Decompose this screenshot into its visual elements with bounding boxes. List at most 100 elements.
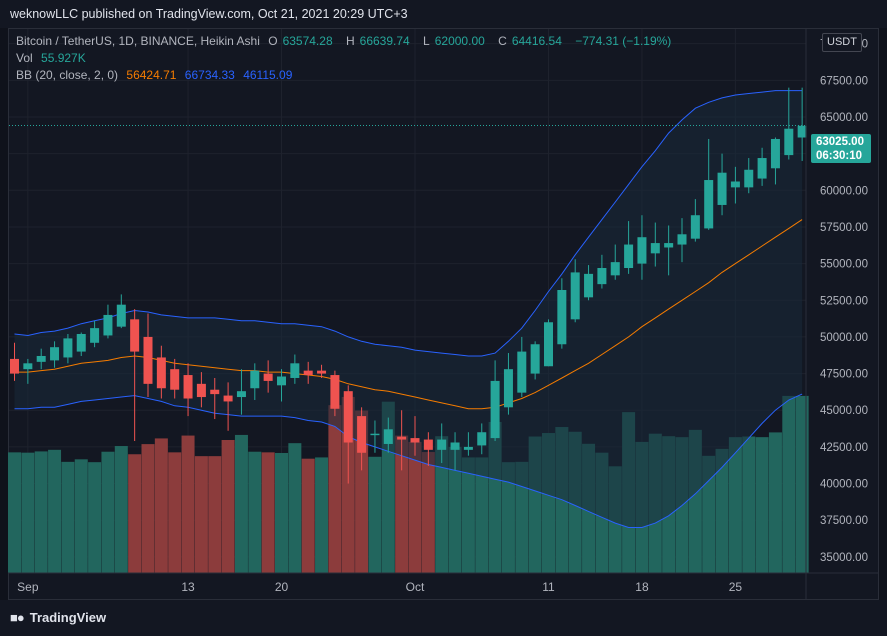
volume-bar — [515, 461, 529, 573]
volume-bar — [768, 432, 782, 573]
candle-body — [770, 138, 780, 169]
candle-body — [650, 243, 660, 254]
candle-body — [36, 355, 46, 362]
volume-bar — [755, 437, 769, 573]
last-price-value: 63025.00 — [816, 136, 864, 148]
candle-body — [196, 383, 206, 398]
candle-body — [477, 432, 487, 446]
candle-body — [90, 328, 100, 343]
candle-body — [263, 373, 273, 381]
candle-body — [624, 244, 634, 269]
candle-body — [63, 338, 73, 358]
candle-body — [637, 237, 647, 264]
axes: 35000.00 37500.00 40000.00 42500.00 45000.00… — [8, 28, 879, 600]
candle-body — [23, 363, 33, 370]
tradingview-brand: TradingView — [29, 610, 107, 625]
candle-body — [597, 268, 607, 285]
volume-bar — [368, 456, 382, 573]
candle-body — [677, 234, 687, 245]
candle-body — [143, 336, 153, 384]
volume-bar — [8, 452, 21, 573]
x-tick-label: 11 — [542, 580, 555, 594]
candle-body — [784, 128, 794, 156]
x-tick-label: Oct — [406, 580, 425, 594]
volume-bar — [435, 436, 449, 573]
y-tick-label: 35000.00 — [820, 552, 868, 564]
volume-bar — [421, 452, 435, 573]
footer: ■● TradingView — [0, 600, 887, 636]
volume-bar — [328, 405, 342, 573]
y-tick-label: 40000.00 — [820, 479, 868, 491]
price-chart[interactable]: 35000.00 37500.00 40000.00 42500.00 45000.00… — [8, 28, 879, 600]
bb-lower-value: 46115.09 — [243, 68, 293, 82]
legend-bollinger: BB (20, close, 2, 0) 56424.71 66734.33 4… — [16, 68, 297, 82]
candle-body — [530, 344, 540, 374]
candle-body — [50, 347, 60, 361]
y-tick-label: 47500.00 — [820, 369, 868, 381]
x-tick-label: Sep — [17, 580, 39, 594]
candle-body — [423, 439, 433, 450]
candle-body — [557, 290, 567, 345]
candle-body — [183, 375, 193, 399]
candle-body — [397, 436, 407, 440]
bb-lower-line — [14, 393, 803, 528]
tradingview-logo[interactable]: ■● TradingView — [10, 610, 106, 625]
y-tick-label: 60000.00 — [820, 185, 868, 197]
candle-body — [170, 369, 180, 390]
volume-bar — [301, 458, 315, 573]
x-tick-label: 13 — [181, 580, 195, 594]
y-tick-label: 37500.00 — [820, 515, 868, 527]
currency-selector[interactable]: USDT — [822, 33, 862, 52]
candle-body — [343, 391, 353, 443]
volume-bar — [795, 395, 809, 573]
volume-bar — [408, 441, 422, 573]
legend-low: L 62000.00 — [423, 34, 485, 48]
candle-body — [717, 172, 727, 205]
legend-change: −774.31 (−1.19%) — [575, 34, 672, 48]
legend-symbol: Bitcoin / TetherUS, 1D, BINANCE, Heikin … — [16, 34, 260, 48]
volume-label: Vol — [16, 51, 33, 65]
candle-body — [463, 446, 473, 450]
volume-bar — [248, 451, 262, 573]
y-tick-label: 55000.00 — [820, 259, 868, 271]
candle-body — [570, 272, 580, 320]
volume-bar — [74, 459, 88, 573]
candles — [10, 87, 807, 484]
legend-ohlc: Bitcoin / TetherUS, 1D, BINANCE, Heikin … — [16, 34, 676, 48]
candle-body — [76, 333, 86, 352]
candle-body — [223, 395, 233, 402]
volume-bar — [114, 446, 128, 573]
candle-body — [757, 158, 767, 179]
volume-bar — [141, 444, 155, 573]
volume-bar — [475, 457, 489, 573]
candle-body — [704, 180, 714, 229]
candle-body — [357, 416, 367, 453]
candle-body — [370, 433, 380, 436]
volume-bar — [194, 456, 208, 573]
candle-body — [317, 370, 327, 374]
candle-body — [130, 319, 140, 352]
candle-body — [744, 169, 754, 188]
candle-body — [730, 181, 740, 188]
last-price-tag: 63025.00 06:30:10 — [811, 134, 871, 163]
volume-bar — [702, 455, 716, 573]
candle-body — [103, 314, 113, 336]
bb-fill — [14, 90, 803, 528]
volume-bar — [448, 446, 462, 573]
volume-bar — [208, 456, 222, 573]
x-tick-label: 18 — [635, 580, 649, 594]
volume-bar — [234, 434, 248, 573]
y-tick-label: 67500.00 — [820, 75, 868, 87]
volume-bar — [395, 435, 409, 573]
candle-body — [544, 322, 553, 367]
candle-body — [584, 273, 594, 298]
candle-body — [10, 358, 19, 374]
volume-bar — [728, 437, 742, 573]
volume-bar — [128, 454, 142, 573]
candle-body — [330, 375, 340, 409]
candle-body — [277, 376, 286, 386]
volume-bar — [261, 452, 275, 573]
x-tick-label: 20 — [275, 580, 289, 594]
candle-body — [690, 215, 700, 239]
y-tick-label: 57500.00 — [820, 222, 868, 234]
